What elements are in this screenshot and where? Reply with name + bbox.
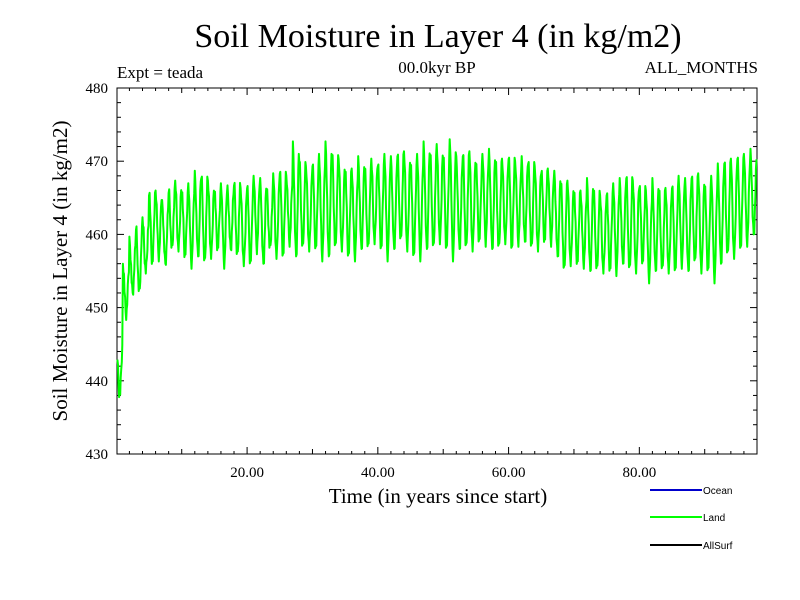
- y-tick-label: 450: [86, 301, 109, 317]
- chart-subtitle-right: ALL_MONTHS: [645, 58, 758, 77]
- y-axis-label: Soil Moisture in Layer 4 (in kg/m2): [48, 121, 72, 422]
- series-line-land: [116, 138, 758, 399]
- y-tick-label: 470: [86, 154, 109, 170]
- plot-frame: [116, 87, 758, 455]
- legend: Ocean Land AllSurf: [650, 486, 733, 552]
- x-tick-label: 20.00: [230, 465, 264, 481]
- x-tick-label: 60.00: [492, 465, 526, 481]
- chart-subtitle-left: Expt = teada: [117, 63, 204, 82]
- y-axis: 430 440 450 460 470 480: [86, 81, 757, 463]
- x-axis: 20.00 40.00 60.00 80.00: [128, 88, 758, 481]
- y-tick-label: 460: [86, 227, 109, 243]
- y-tick-label: 480: [86, 81, 109, 97]
- x-tick-label: 40.00: [361, 465, 395, 481]
- x-axis-label: Time (in years since start): [329, 484, 548, 508]
- y-tick-label: 440: [86, 374, 109, 390]
- y-tick-label: 430: [86, 447, 109, 463]
- chart-subtitle-center: 00.0kyr BP: [398, 58, 475, 77]
- series-layer: [116, 138, 758, 399]
- legend-label-ocean: Ocean: [703, 486, 732, 497]
- chart-title: Soil Moisture in Layer 4 (in kg/m2): [194, 18, 681, 55]
- legend-label-land: Land: [703, 513, 725, 524]
- x-tick-label: 80.00: [622, 465, 656, 481]
- legend-label-allsurf: AllSurf: [703, 541, 733, 552]
